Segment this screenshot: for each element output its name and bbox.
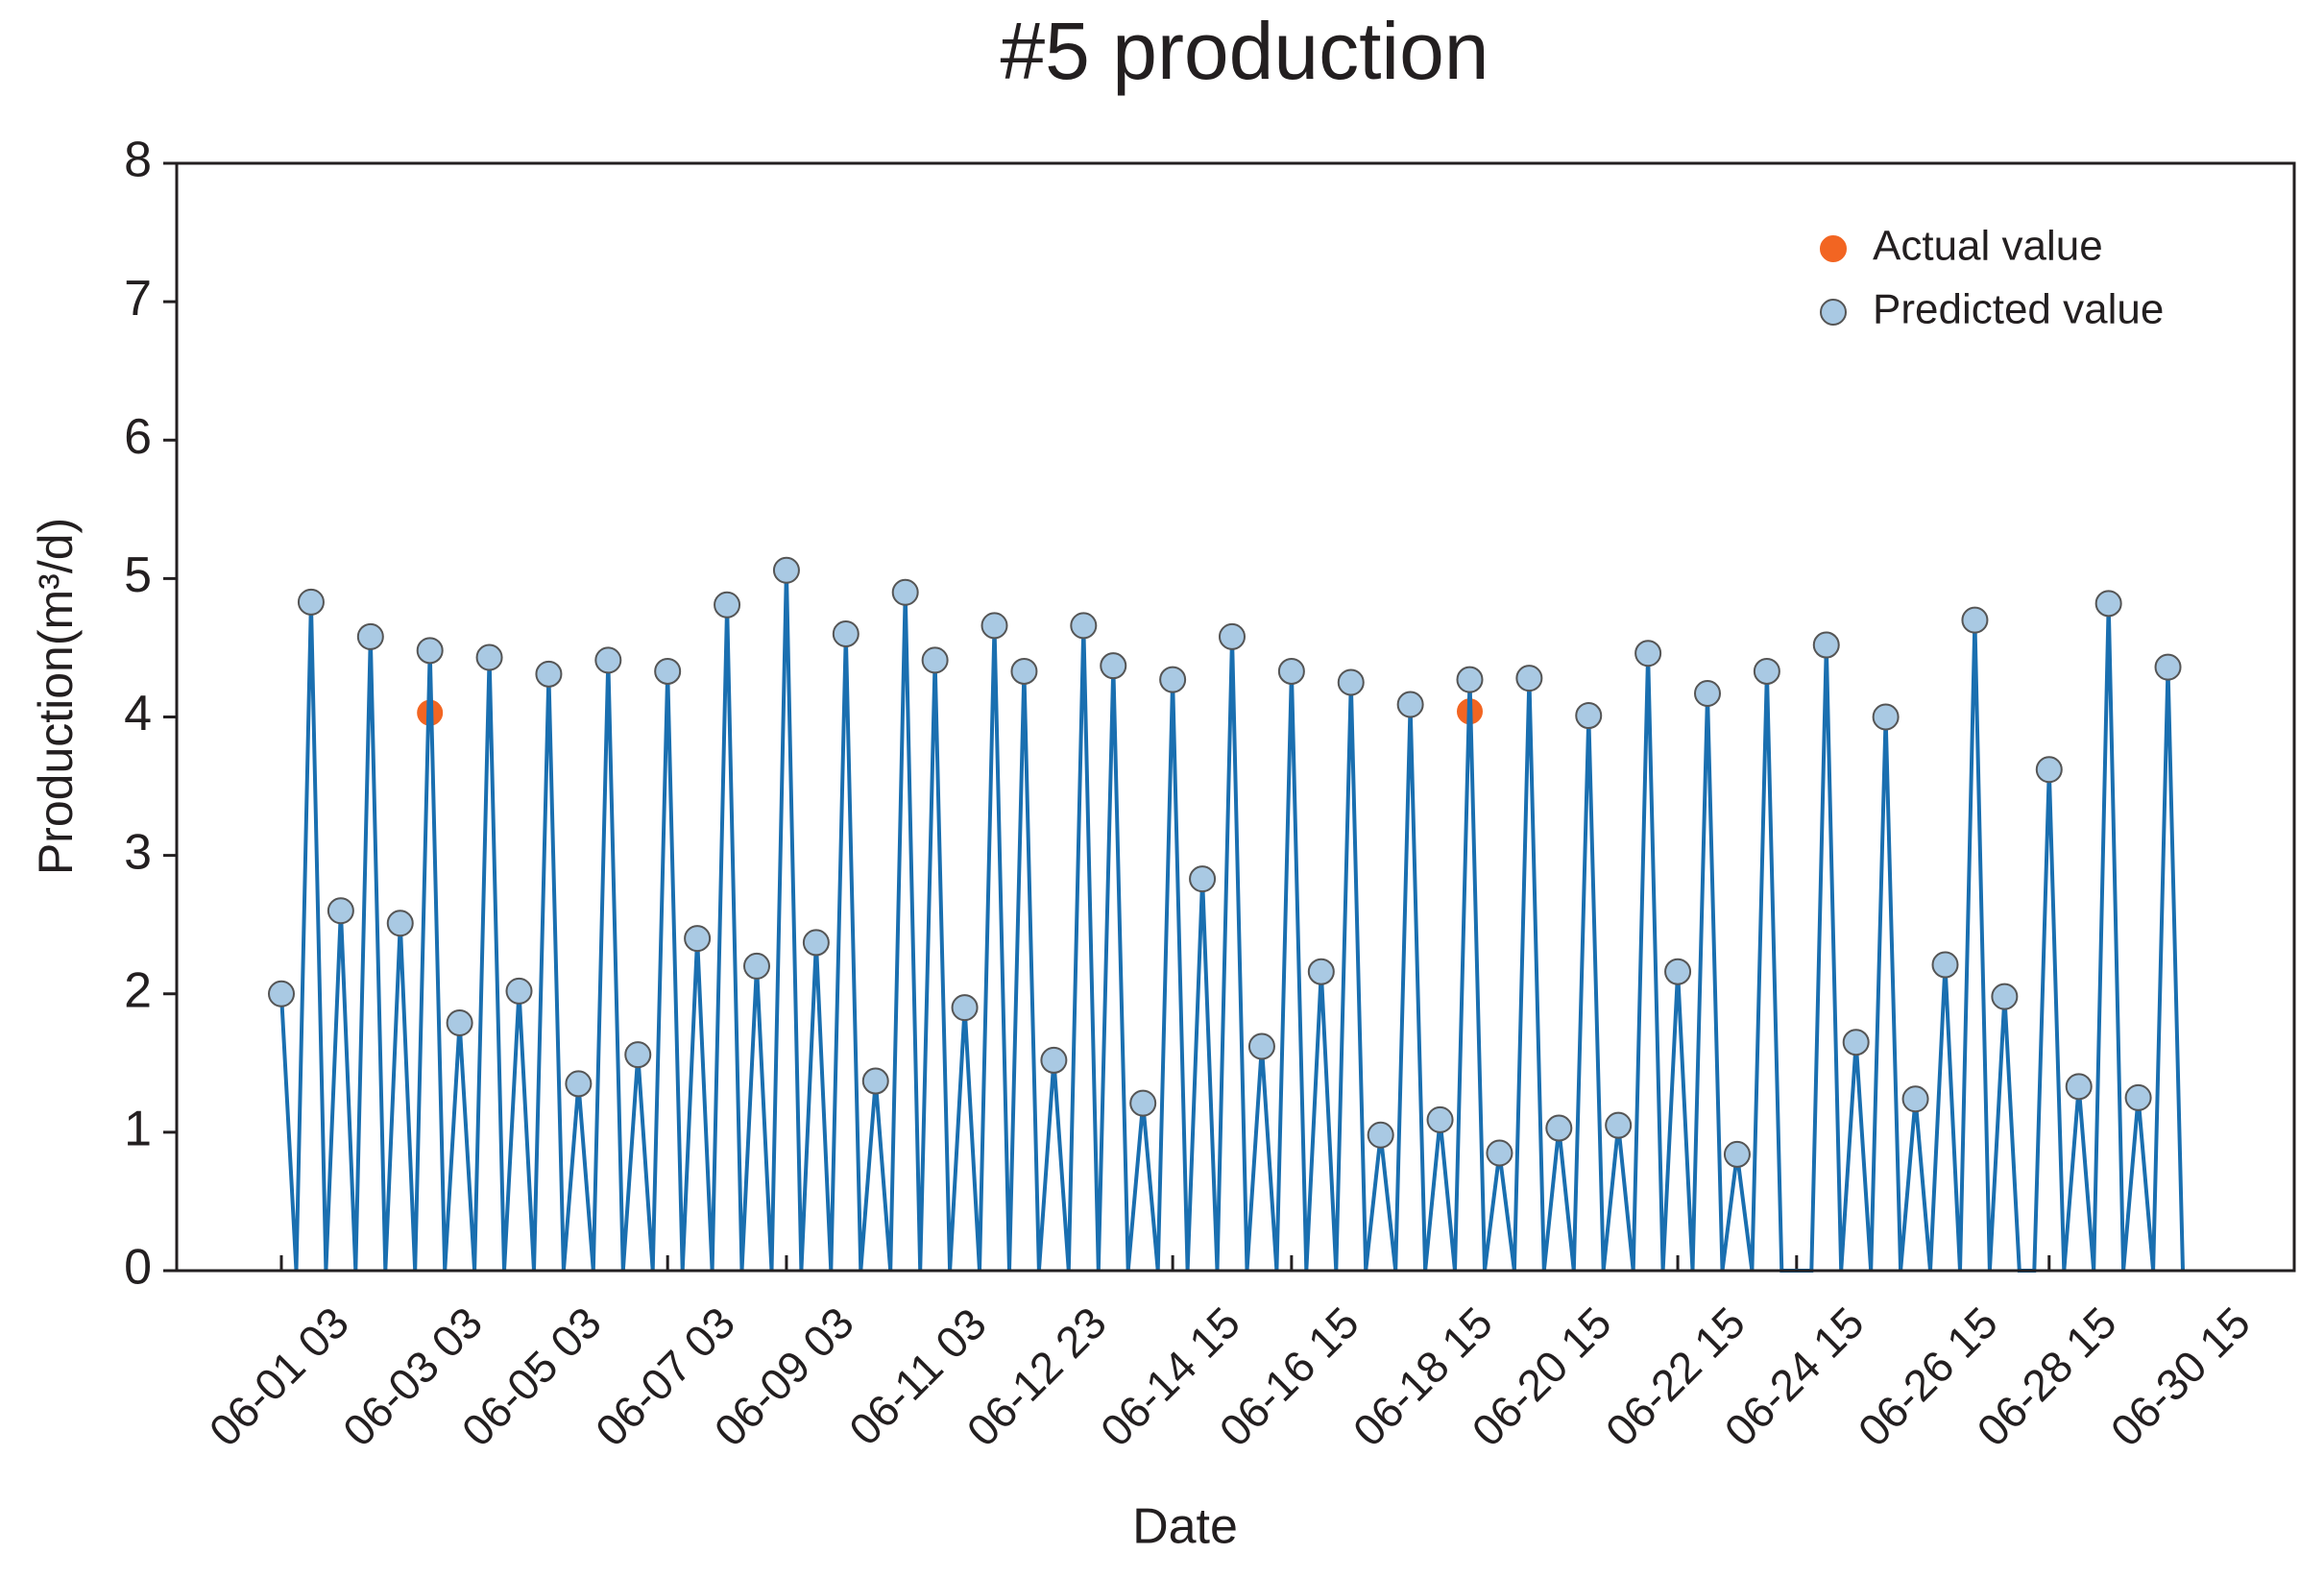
y-axis-label: Production(m³/d) bbox=[29, 518, 83, 875]
y-tick-label: 3 bbox=[124, 824, 152, 880]
legend-marker bbox=[1820, 235, 1847, 262]
x-tick-label: 06-01 03 bbox=[200, 1298, 358, 1456]
data-point bbox=[1070, 612, 1098, 640]
data-point bbox=[1901, 1085, 1929, 1113]
data-point bbox=[1575, 702, 1603, 730]
y-tick-label: 4 bbox=[124, 686, 152, 741]
data-point bbox=[832, 620, 859, 648]
legend-label: Predicted value bbox=[1873, 286, 2164, 333]
data-point bbox=[1010, 657, 1038, 685]
data-point bbox=[1991, 983, 2019, 1010]
data-point bbox=[297, 588, 325, 616]
data-point bbox=[1456, 666, 1484, 693]
data-point bbox=[505, 977, 533, 1005]
data-point bbox=[714, 591, 741, 619]
data-point bbox=[1040, 1046, 1068, 1074]
data-point bbox=[1664, 958, 1692, 985]
data-point bbox=[2065, 1073, 2093, 1101]
x-tick-label: 06-30 15 bbox=[2101, 1298, 2260, 1456]
data-point bbox=[921, 646, 949, 674]
data-point bbox=[475, 643, 503, 671]
data-point bbox=[1129, 1089, 1157, 1117]
y-tick-label: 8 bbox=[124, 133, 152, 188]
data-point bbox=[1159, 666, 1187, 693]
data-point bbox=[1486, 1139, 1513, 1167]
data-point bbox=[1694, 679, 1721, 707]
data-point bbox=[327, 897, 354, 925]
x-axis-label: Date bbox=[1132, 1499, 1238, 1555]
data-point bbox=[1931, 951, 1959, 979]
data-point bbox=[802, 929, 830, 957]
data-point bbox=[268, 980, 295, 1007]
data-point bbox=[1842, 1029, 1870, 1056]
y-tick-label: 2 bbox=[124, 962, 152, 1018]
data-point bbox=[1961, 606, 1989, 634]
data-point bbox=[1307, 958, 1335, 985]
data-point bbox=[416, 637, 444, 665]
data-point bbox=[446, 1009, 473, 1037]
data-point bbox=[1545, 1114, 1573, 1142]
data-point bbox=[594, 646, 622, 674]
data-point bbox=[1277, 657, 1305, 685]
data-point bbox=[1367, 1121, 1394, 1149]
plot-frame bbox=[175, 161, 2296, 1273]
data-point bbox=[1515, 665, 1543, 692]
data-point bbox=[1337, 668, 1365, 696]
y-tick-label: 6 bbox=[124, 409, 152, 465]
data-point bbox=[386, 910, 414, 937]
data-point bbox=[1812, 631, 1840, 659]
data-point bbox=[743, 952, 770, 980]
y-tick-label: 5 bbox=[124, 547, 152, 603]
data-point bbox=[1219, 622, 1246, 650]
data-point bbox=[2035, 756, 2063, 784]
data-point bbox=[980, 612, 1008, 640]
data-point bbox=[951, 994, 979, 1022]
data-point bbox=[891, 578, 919, 606]
legend-marker bbox=[1820, 299, 1847, 326]
data-point bbox=[1396, 691, 1424, 718]
data-point bbox=[861, 1067, 889, 1095]
data-point bbox=[1634, 640, 1662, 668]
data-point bbox=[2124, 1083, 2152, 1111]
data-point bbox=[565, 1070, 593, 1098]
data-point bbox=[1753, 657, 1780, 685]
y-tick-label: 7 bbox=[124, 271, 152, 327]
data-point bbox=[654, 657, 682, 685]
legend-label: Actual value bbox=[1873, 223, 2103, 270]
data-point bbox=[1426, 1105, 1454, 1133]
chart-title: #5 production bbox=[1000, 6, 1489, 96]
data-point bbox=[356, 622, 384, 650]
y-tick-label: 0 bbox=[124, 1240, 152, 1296]
data-point bbox=[772, 556, 800, 584]
data-point bbox=[624, 1041, 652, 1069]
data-point bbox=[535, 660, 563, 688]
data-point bbox=[1189, 865, 1217, 893]
y-tick-label: 1 bbox=[124, 1102, 152, 1157]
data-point bbox=[684, 925, 712, 953]
series-line bbox=[279, 570, 2185, 1273]
data-point bbox=[1723, 1140, 1751, 1168]
data-point bbox=[1872, 703, 1900, 731]
data-point bbox=[1100, 652, 1127, 680]
data-point bbox=[2094, 590, 2122, 618]
data-point bbox=[1605, 1111, 1633, 1139]
data-point bbox=[1247, 1032, 1275, 1060]
data-point bbox=[2154, 653, 2182, 681]
